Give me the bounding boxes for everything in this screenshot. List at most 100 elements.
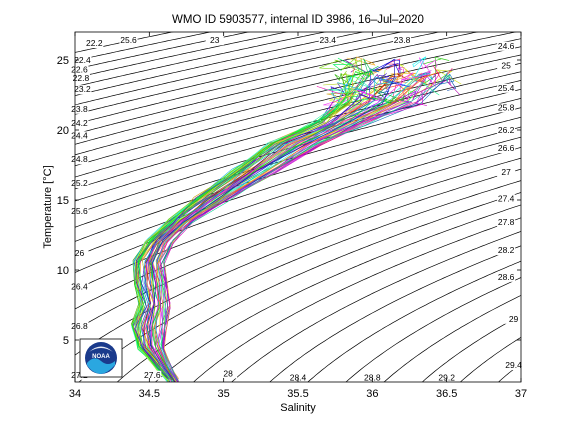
noaa-logo-wave xyxy=(87,358,115,374)
isopycnal-label: 28.4 xyxy=(290,373,307,383)
profile-line xyxy=(151,72,429,382)
isopycnal-label-bg xyxy=(497,83,516,93)
isopycnal-label: 27.4 xyxy=(498,193,515,203)
isopycnal-line xyxy=(193,217,521,382)
isopycnal-line xyxy=(269,245,521,382)
y-tick-label: 10 xyxy=(57,265,69,277)
isopycnal-label: 25.6 xyxy=(120,35,137,45)
isopycnal-label: 22.4 xyxy=(74,55,91,65)
isopycnal-line xyxy=(75,46,521,156)
isopycnal-label-bg xyxy=(70,131,89,141)
isopycnal-label-bg xyxy=(497,144,516,153)
isopycnal-line xyxy=(75,157,521,331)
profile-line xyxy=(161,73,451,382)
isopycnal-line xyxy=(75,32,213,62)
isopycnal-label: 23 xyxy=(210,35,220,45)
isopycnal-label: 27 xyxy=(501,167,511,177)
isopycnal-label: 26.8 xyxy=(71,321,88,331)
isopycnal-label: 27.6 xyxy=(144,370,161,380)
noaa-logo-text: NOAA xyxy=(92,354,110,360)
noaa-logo: NOAA xyxy=(79,338,123,378)
isopycnal-label: 26.4 xyxy=(71,282,88,292)
profile-line xyxy=(159,90,427,382)
isopycnal-line xyxy=(75,116,521,257)
x-tick-label: 36 xyxy=(366,388,378,400)
isopycnal-label-bg xyxy=(73,85,92,95)
isopycnal-label-bg xyxy=(70,155,89,165)
isopycnal-label-bg xyxy=(70,179,89,188)
isopycnal-label: 26.6 xyxy=(498,143,515,153)
isopycnal-label: 23.2 xyxy=(74,84,91,94)
x-axis-label: Salinity xyxy=(280,402,316,414)
plot-area xyxy=(75,32,521,382)
isopycnal-label-bg xyxy=(70,370,89,380)
isopycnal-label-bg xyxy=(497,103,516,113)
isopycnal-label: 27.2 xyxy=(71,370,88,380)
isopycnal-label-bg xyxy=(497,61,516,71)
isopycnal-label: 28.6 xyxy=(498,272,515,282)
isopycnal-label: 25.2 xyxy=(71,178,88,188)
x-tick-label: 37 xyxy=(515,388,527,400)
y-axis: 5 10 15 20 25 xyxy=(57,55,521,347)
isopycnal-line xyxy=(75,54,521,167)
profile-line xyxy=(141,73,390,379)
isopycnal-line xyxy=(345,277,521,382)
isopycnal-label: 29.2 xyxy=(438,373,455,383)
isopycnal-label: 29.4 xyxy=(505,360,522,370)
profile-line xyxy=(131,74,371,382)
isopycnal-label-bg xyxy=(85,39,104,48)
profile-line xyxy=(163,84,412,379)
isopycnal-label: 22.2 xyxy=(86,38,103,48)
isopycnal-line xyxy=(421,314,521,382)
isopycnal-label-bg xyxy=(393,36,412,46)
isopycnal-label-bg xyxy=(497,125,516,135)
isopycnal-line xyxy=(75,147,521,310)
isopycnal-label-bg xyxy=(70,249,89,258)
isopycnal-label: 24.2 xyxy=(71,118,88,128)
isopycnal-label: 25.6 xyxy=(71,206,88,216)
isopycnal-line xyxy=(154,204,521,382)
isopycnal-label-bg xyxy=(504,361,523,370)
isopycnal-label: 26 xyxy=(75,248,85,258)
y-tick-label: 20 xyxy=(57,125,69,137)
isopycnal-label-bg xyxy=(497,272,516,282)
isopycnal-label-bg xyxy=(70,207,89,216)
isopycnal-line xyxy=(75,32,479,125)
isopycnal-line xyxy=(75,32,403,106)
x-tick-label: 35 xyxy=(218,388,230,400)
isopycnal-line xyxy=(75,32,327,87)
isopycnal-label-bg xyxy=(70,321,89,331)
isopycnal-line xyxy=(75,107,521,242)
isopycnal-lines xyxy=(75,32,521,382)
isopycnal-label-bg xyxy=(70,118,89,128)
profile-lines xyxy=(131,56,462,382)
isopycnal-label: 24.8 xyxy=(71,154,88,164)
profile-line xyxy=(134,92,376,379)
isopycnal-label-bg xyxy=(143,370,162,380)
isopycnal-label: 23.8 xyxy=(394,35,411,45)
profile-line xyxy=(131,70,373,379)
isopycnal-label-bg xyxy=(497,246,516,256)
isopycnal-line xyxy=(75,32,251,70)
isopycnal-label: 28.2 xyxy=(498,245,515,255)
profile-line xyxy=(140,73,382,382)
isopycnal-label: 23.8 xyxy=(71,104,88,114)
isopycnal-label: 27.8 xyxy=(498,217,515,227)
isopycnal-line xyxy=(383,295,521,382)
isopycnal-label: 24.6 xyxy=(498,41,515,51)
profile-line xyxy=(154,71,440,382)
noaa-logo-bird xyxy=(89,346,113,352)
isopycnal-label-bg xyxy=(219,369,238,379)
isopycnal-label: 28 xyxy=(223,368,233,378)
isopycnal-line xyxy=(75,32,289,79)
profile-line xyxy=(144,89,382,382)
chart-title: WMO ID 5903577, internal ID 3986, 16–Jul… xyxy=(172,14,424,26)
isopycnal-line xyxy=(75,32,441,115)
isopycnal-label-bg xyxy=(205,36,224,46)
isopycnal-label-bg xyxy=(497,194,516,204)
isopycnal-line xyxy=(75,126,521,273)
y-tick-label: 15 xyxy=(57,195,69,207)
isopycnal-line xyxy=(78,180,521,382)
x-tick-label: 36.5 xyxy=(436,388,457,400)
